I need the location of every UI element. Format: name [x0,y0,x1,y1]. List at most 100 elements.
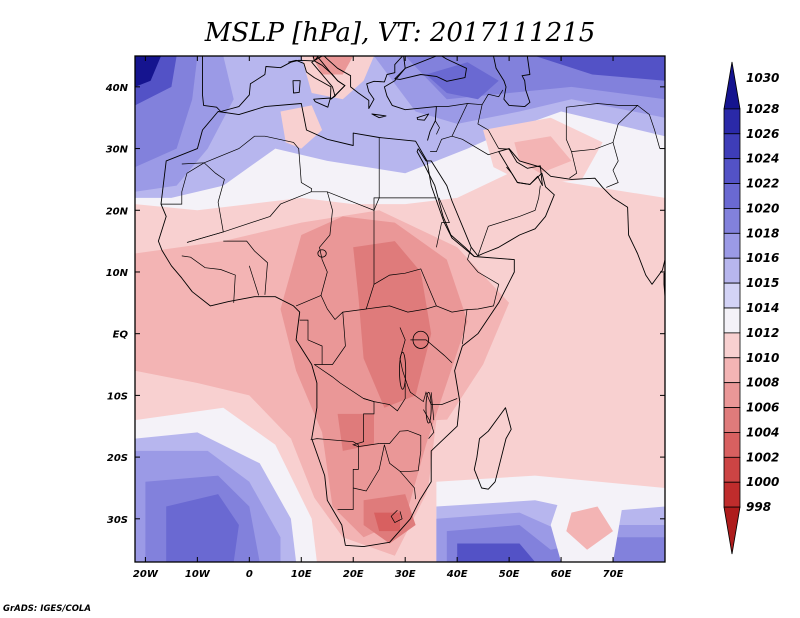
pressure-region [166,494,239,562]
colorbar-label: 1012 [746,326,779,340]
country-border [606,142,619,188]
colorbar-swatch [723,407,741,433]
pressure-region [374,512,400,532]
country-border [379,430,422,472]
colorbar-swatch [723,208,741,234]
colorbar-swatch [723,257,741,284]
colorbar-label: 1014 [746,301,779,315]
country-border [566,103,639,152]
country-border [314,312,346,365]
colorbar: 1030 1028 1026 1024 1022 1020 1018 1016 1015 1014… [723,61,779,555]
colorbar-label: 1015 [746,276,779,290]
country-border [310,438,359,510]
lake-malawi [425,391,432,424]
sicily-coastline [313,97,331,108]
lon-tick-label: 20E [343,569,364,580]
crete-coastline [371,113,387,119]
colorbar-swatch [723,481,741,508]
country-border [365,137,468,345]
colorbar-label: 1018 [746,226,779,240]
colorbar-label: 1026 [746,127,779,141]
colorbar-label: 1030 [746,71,779,85]
lat-tick-label: 40N [105,83,129,94]
country-border [436,197,450,248]
country-border [295,295,322,307]
country-border [363,383,406,412]
pressure-region [426,62,499,100]
country-border [390,509,403,523]
colorbar-label: 1000 [746,475,779,489]
grads-credit: GrADS: IGES/COLA [3,604,91,614]
colorbar-label: 1010 [746,351,779,365]
colorbar-swatch [723,332,741,359]
pressure-region [457,543,536,562]
colorbar-swatch [723,232,741,259]
country-border [373,268,437,307]
lon-tick-label: 20W [133,569,159,580]
pressure-region [561,383,665,433]
pressure-region [135,56,161,87]
lon-tick-label: 70E [603,569,624,580]
plot-title: MSLP [hPa], VT: 2017111215 [204,18,595,48]
africa-coastline [157,103,515,548]
pressure-region [280,105,323,149]
balkans-coastline [323,56,403,109]
lake-victoria [412,330,429,349]
country-border [466,247,500,310]
lon-tick-label: 30E [395,569,416,580]
italy-coastline [288,56,346,100]
country-border [181,255,236,303]
country-border [314,364,380,447]
lat-tick-label: EQ [113,330,129,341]
lon-tick-label: 60E [551,569,572,580]
pressure-region [311,56,354,75]
lat-tick-label: 20N [106,206,129,217]
colorbar-label: 998 [746,500,771,514]
country-border [203,135,313,192]
coastlines [157,56,665,548]
country-border [161,162,205,205]
pressure-region [353,241,432,408]
country-border [481,89,504,105]
lat-tick-label: 10N [106,268,129,279]
country-border [223,240,268,295]
colorbar-swatch [723,432,741,458]
lon-tick-label: 0 [246,569,253,580]
colorbar-label: 1004 [746,425,779,439]
sri-lanka-coastline [663,272,665,298]
pressure-region [535,56,665,81]
madagascar-coastline [473,407,512,490]
colorbar-label: 1028 [746,102,779,116]
country-border [430,392,435,421]
colorbar-top-arrow [723,61,741,110]
country-border [637,105,661,149]
country-border [353,444,385,492]
lon-tick-label: 50E [499,569,520,580]
black-sea-coastline [394,56,467,82]
pressure-region [566,506,613,550]
country-border [435,120,440,135]
cyprus-coastline [416,113,430,121]
sardinia-coastline [292,80,301,94]
pressure-region [337,413,374,451]
colorbar-swatch [723,307,741,334]
country-border [451,103,468,137]
colorbar-swatch [723,456,741,483]
colorbar-label: 1022 [746,177,779,191]
colorbar-label: 1006 [746,401,779,415]
map-frame [134,55,666,563]
lon-tick-label: 40E [446,569,468,580]
lat-tick-label: 30N [106,145,129,156]
lat-tick-label: 10S [107,391,128,402]
lake-tanganyika [399,351,407,390]
longitude-axis: 20W 10W 0 10E 20E 30E 40E 50E 60E 70E [133,56,624,580]
colorbar-swatch [723,183,741,209]
colorbar-swatch [723,357,741,384]
red-sea-coastline [416,148,475,257]
asia-coastline [383,56,665,285]
colorbar-swatch [723,382,741,408]
country-border [399,471,416,500]
gulf-coastline [498,148,543,187]
country-border [410,339,453,363]
